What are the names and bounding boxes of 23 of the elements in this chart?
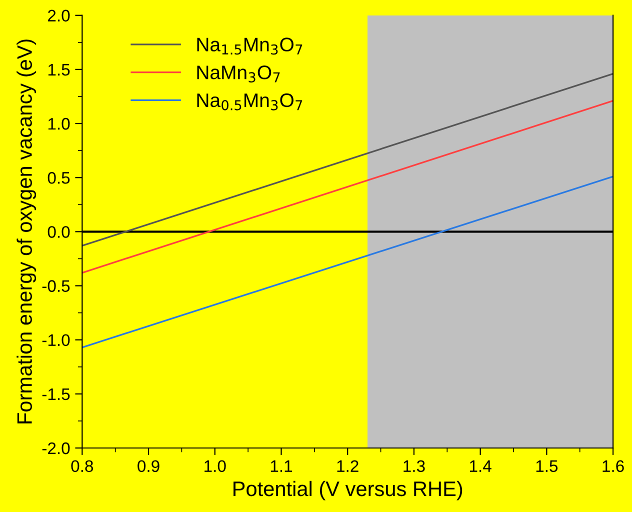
legend-label: Na$_{1.5}$Mn$_{3}$O$_{7}$	[197, 38, 302, 55]
x-tick-label: 1.5	[536, 460, 558, 472]
y-tick-label: 0.5	[48, 172, 70, 184]
legend-label: NaMn$_{3}$O$_{7}$	[197, 66, 280, 82]
y-tick-label: -2.0	[42, 442, 70, 454]
y-tick-label: 2.0	[48, 10, 70, 22]
y-axis-title: Formation energy of oxygen vacancy (eV)	[16, 40, 36, 424]
y-tick-label: -1.0	[42, 334, 70, 346]
x-axis-title: Potential (V versus RHE)	[234, 480, 462, 500]
y-tick-label: 0.0	[48, 226, 70, 238]
x-tick-label: 1.0	[204, 460, 226, 472]
x-tick-label: 1.2	[337, 460, 358, 472]
x-tick-label: 1.6	[602, 460, 624, 472]
y-tick-label: -0.5	[42, 280, 70, 292]
x-tick-label: 1.1	[270, 460, 292, 472]
x-tick-label: 0.8	[71, 460, 94, 472]
y-tick-label: -1.5	[42, 388, 70, 400]
y-tick-label: 1.5	[48, 64, 70, 76]
x-tick-label: 1.4	[470, 460, 492, 472]
y-tick-label: 1.0	[48, 118, 70, 130]
x-tick-label: 0.9	[138, 460, 160, 472]
x-tick-label: 1.3	[404, 460, 425, 472]
legend-label: Na$_{0.5}$Mn$_{3}$O$_{7}$	[197, 93, 302, 110]
